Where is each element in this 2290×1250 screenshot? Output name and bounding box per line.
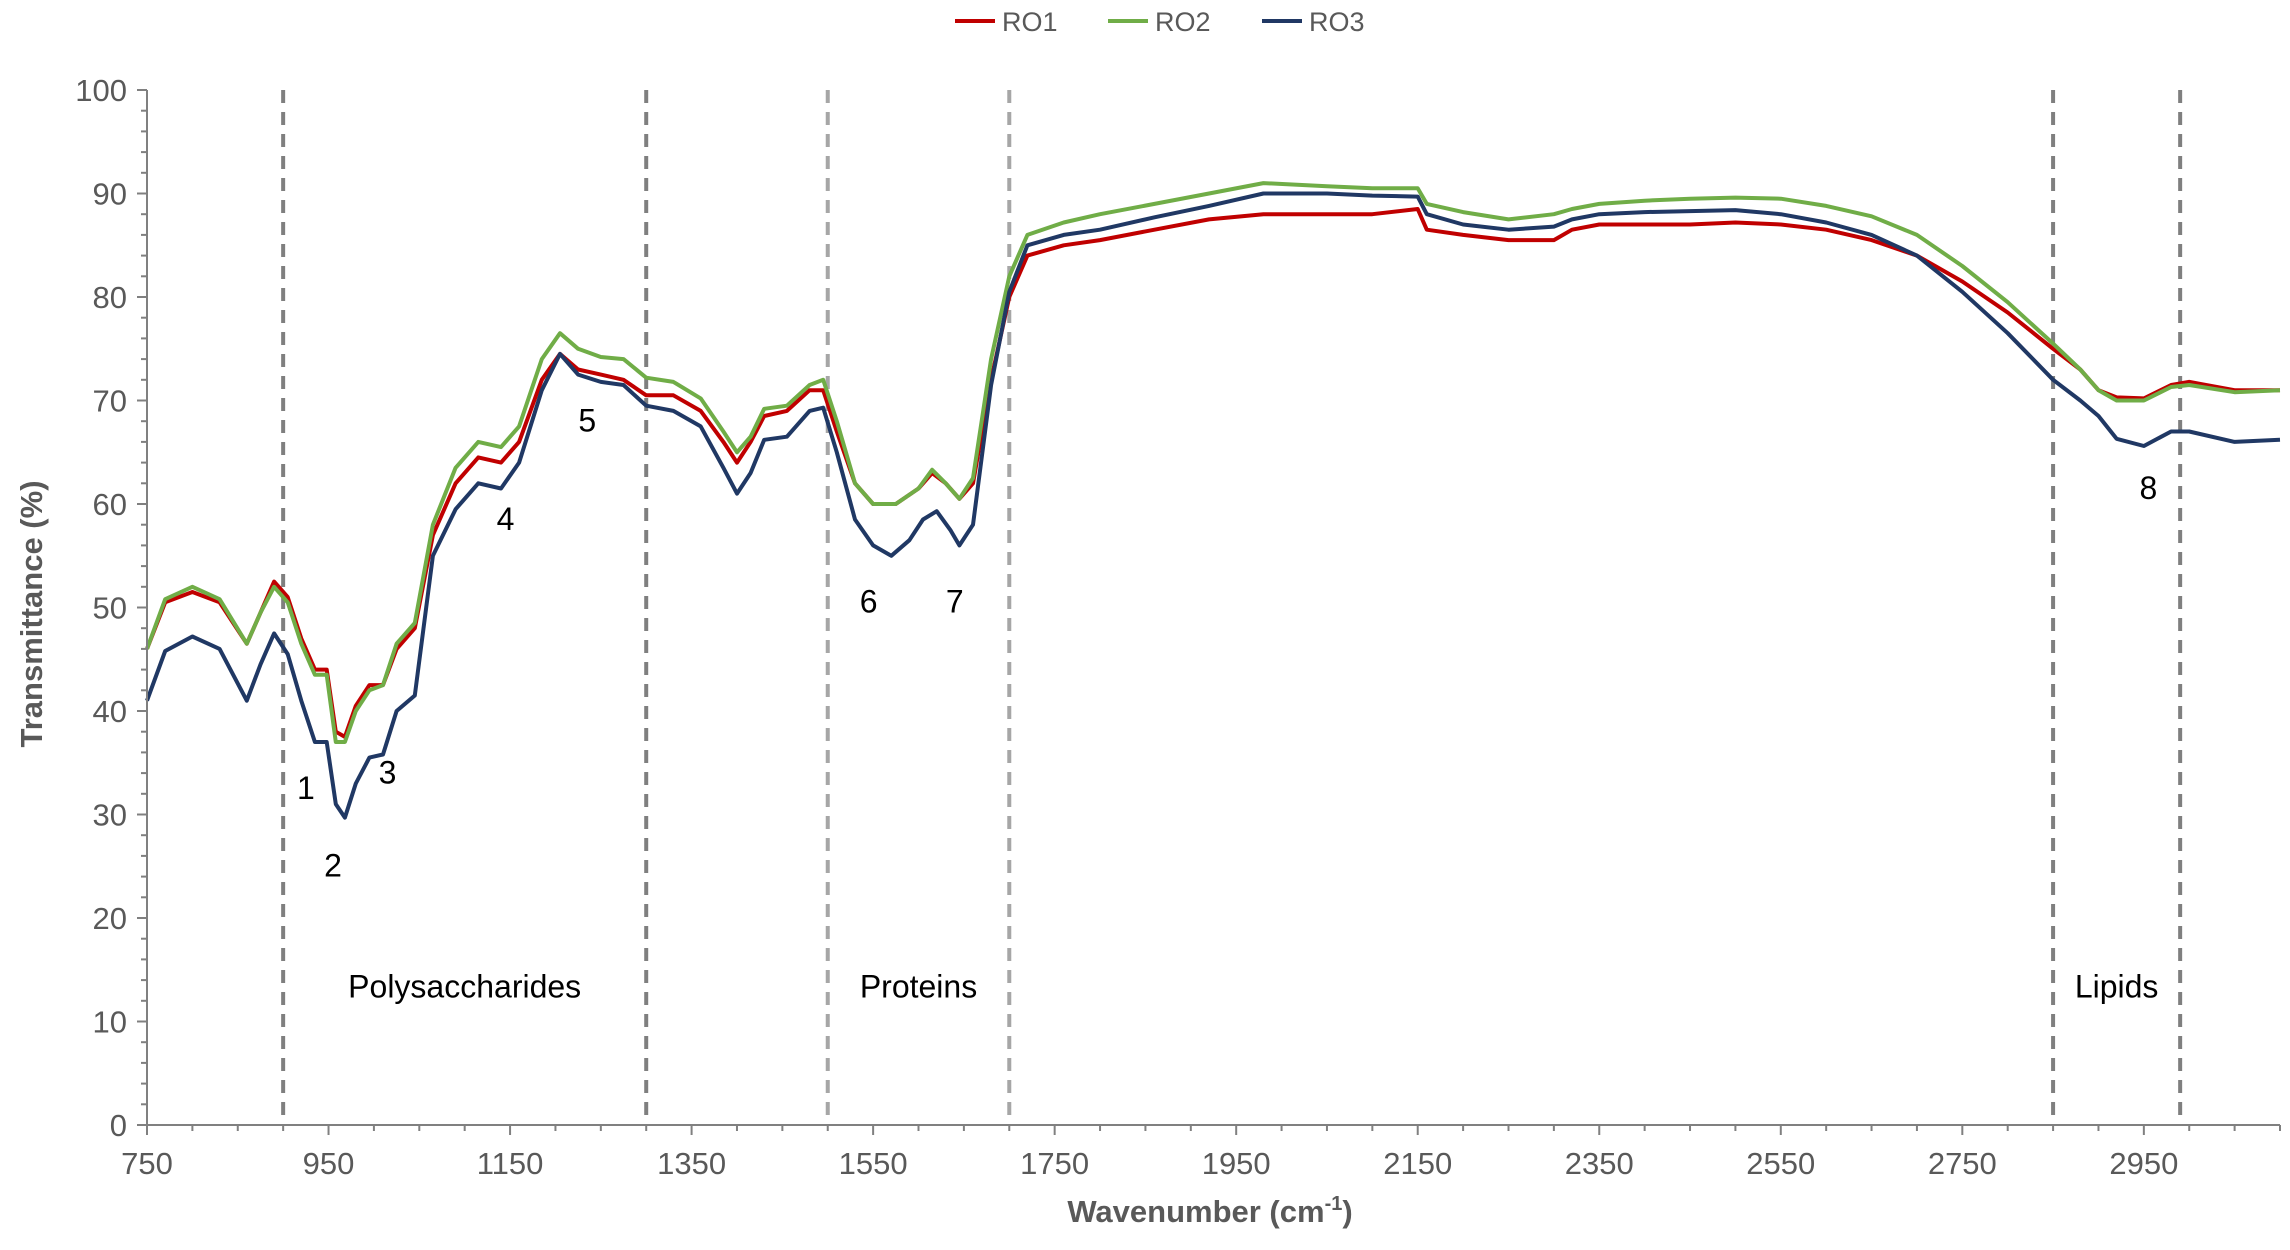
y-tick-label: 20 bbox=[93, 901, 127, 936]
legend-label-ro2: RO2 bbox=[1155, 7, 1211, 37]
legend-label-ro1: RO1 bbox=[1002, 7, 1058, 37]
y-axis-title: Transmittance (%) bbox=[14, 480, 49, 747]
peak-label-2: 2 bbox=[324, 848, 342, 884]
peak-label-3: 3 bbox=[379, 754, 397, 790]
x-tick-label: 2950 bbox=[2109, 1146, 2178, 1181]
peak-label-4: 4 bbox=[497, 501, 515, 537]
x-tick-label: 750 bbox=[121, 1146, 173, 1181]
region-label: Polysaccharides bbox=[348, 969, 581, 1005]
y-tick-label: 40 bbox=[93, 694, 127, 729]
series-line-ro3 bbox=[145, 191, 2281, 820]
y-tick-label: 80 bbox=[93, 280, 127, 315]
x-tick-label: 2550 bbox=[1746, 1146, 1815, 1181]
x-axis-title-close: ) bbox=[1342, 1194, 1352, 1229]
y-tick-label: 60 bbox=[93, 487, 127, 522]
y-tick-label: 100 bbox=[75, 73, 127, 108]
axes: 0 10 20 30 40 50 60 70 80 90 100 750 950 1150 1350 1550… bbox=[75, 73, 2281, 1181]
legend: RO1 RO2 RO3 bbox=[955, 7, 1365, 37]
peak-label-7: 7 bbox=[946, 584, 964, 620]
x-tick-label: 1150 bbox=[477, 1146, 544, 1181]
x-tick-label: 2750 bbox=[1928, 1146, 1997, 1181]
region-label: Proteins bbox=[860, 969, 977, 1005]
region-label: Lipids bbox=[2075, 969, 2159, 1005]
series-line-ro2 bbox=[145, 181, 2281, 744]
y-tick-label: 50 bbox=[93, 591, 127, 626]
x-tick-label: 1350 bbox=[657, 1146, 726, 1181]
annotations: Polysaccharides Proteins Lipids 1 2 3 4 5 6 7 8 bbox=[297, 403, 2158, 1005]
x-tick-label: 1950 bbox=[1202, 1146, 1271, 1181]
y-tick-label: 90 bbox=[93, 177, 127, 212]
y-tick-label: 30 bbox=[93, 798, 127, 833]
peak-label-6: 6 bbox=[860, 584, 878, 620]
x-axis-title-sup: -1 bbox=[1325, 1193, 1343, 1215]
series-lines bbox=[145, 181, 2281, 820]
y-tick-label: 70 bbox=[93, 384, 127, 419]
x-tick-label: 950 bbox=[303, 1146, 355, 1181]
x-tick-label: 2150 bbox=[1383, 1146, 1452, 1181]
peak-label-8: 8 bbox=[2139, 470, 2157, 506]
peak-label-1: 1 bbox=[297, 770, 315, 806]
legend-label-ro3: RO3 bbox=[1309, 7, 1365, 37]
x-axis-title: Wavenumber (cm-1) bbox=[1067, 1193, 1352, 1229]
x-tick-label: 1550 bbox=[839, 1146, 908, 1181]
x-axis-title-main: Wavenumber (cm bbox=[1067, 1194, 1324, 1229]
peak-label-5: 5 bbox=[578, 403, 596, 439]
y-tick-label: 10 bbox=[93, 1005, 127, 1040]
x-tick-label: 1750 bbox=[1020, 1146, 1089, 1181]
region-dividers bbox=[281, 90, 2183, 1125]
y-tick-label: 0 bbox=[110, 1108, 127, 1143]
x-tick-label: 2350 bbox=[1565, 1146, 1634, 1181]
